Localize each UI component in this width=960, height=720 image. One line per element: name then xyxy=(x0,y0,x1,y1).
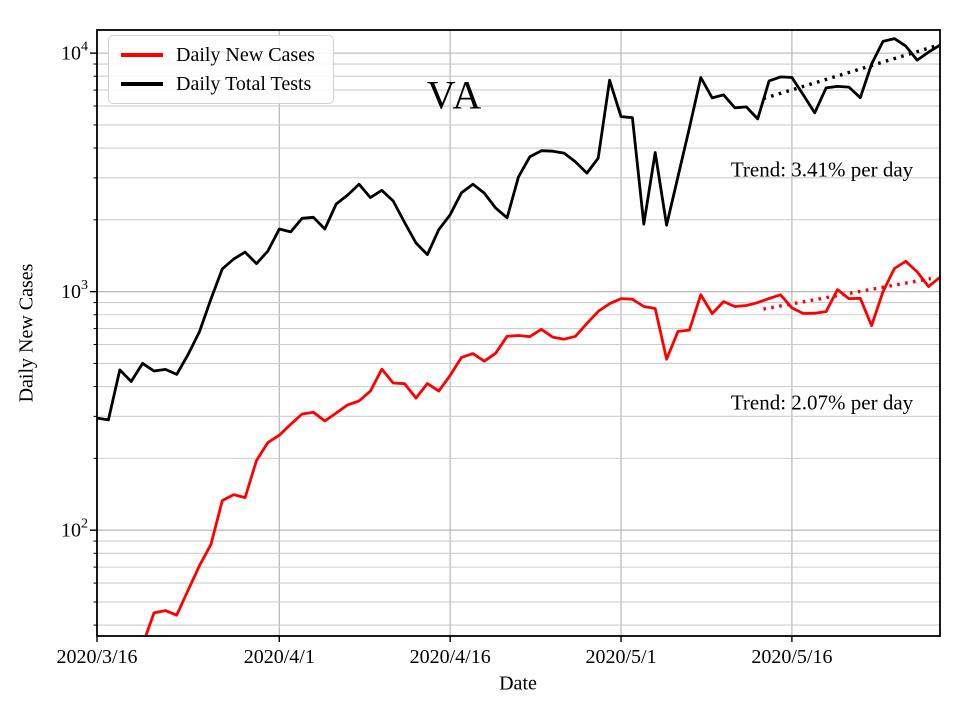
x-tick-label: 2020/4/16 xyxy=(410,646,491,668)
daily-new-cases-line xyxy=(144,259,940,636)
axes-spines xyxy=(96,29,941,637)
y-tick-label: 104 xyxy=(61,40,88,65)
y-tick-label: 103 xyxy=(61,278,88,303)
legend-item-daily-total-tests: Daily Total Tests xyxy=(121,74,315,94)
series-group xyxy=(97,37,940,636)
legend-line-black xyxy=(121,82,163,86)
daily-total-tests-line xyxy=(97,37,940,422)
trend-annotation-tests: Trend: 3.41% per day xyxy=(730,157,914,182)
y-tick-label: 102 xyxy=(61,517,88,542)
x-tick-label: 2020/4/1 xyxy=(244,646,315,668)
legend-label: Daily New Cases xyxy=(176,44,315,66)
x-axis-label: Date xyxy=(499,672,537,695)
legend-line-red xyxy=(121,53,163,57)
trend-annotation-cases: Trend: 2.07% per day xyxy=(730,390,914,415)
tests-trend-dotted-line xyxy=(762,43,941,101)
legend-item-daily-new-cases: Daily New Cases xyxy=(121,45,315,65)
legend: Daily New Cases Daily Total Tests xyxy=(108,35,334,104)
trend-lines xyxy=(762,43,941,311)
cases-trend-dotted-line xyxy=(763,276,932,311)
legend-label: Daily Total Tests xyxy=(176,73,312,95)
x-tick-label: 2020/5/1 xyxy=(585,646,656,668)
gridlines xyxy=(96,30,940,636)
y-axis-label: Daily New Cases xyxy=(15,263,38,403)
x-tick-label: 2020/5/16 xyxy=(751,646,832,668)
chart-title: VA xyxy=(426,72,484,118)
x-tick-label: 2020/3/16 xyxy=(56,646,137,668)
ticks: 2020/3/16 2020/4/1 2020/4/16 2020/5/1 2020/5… xyxy=(56,40,832,668)
